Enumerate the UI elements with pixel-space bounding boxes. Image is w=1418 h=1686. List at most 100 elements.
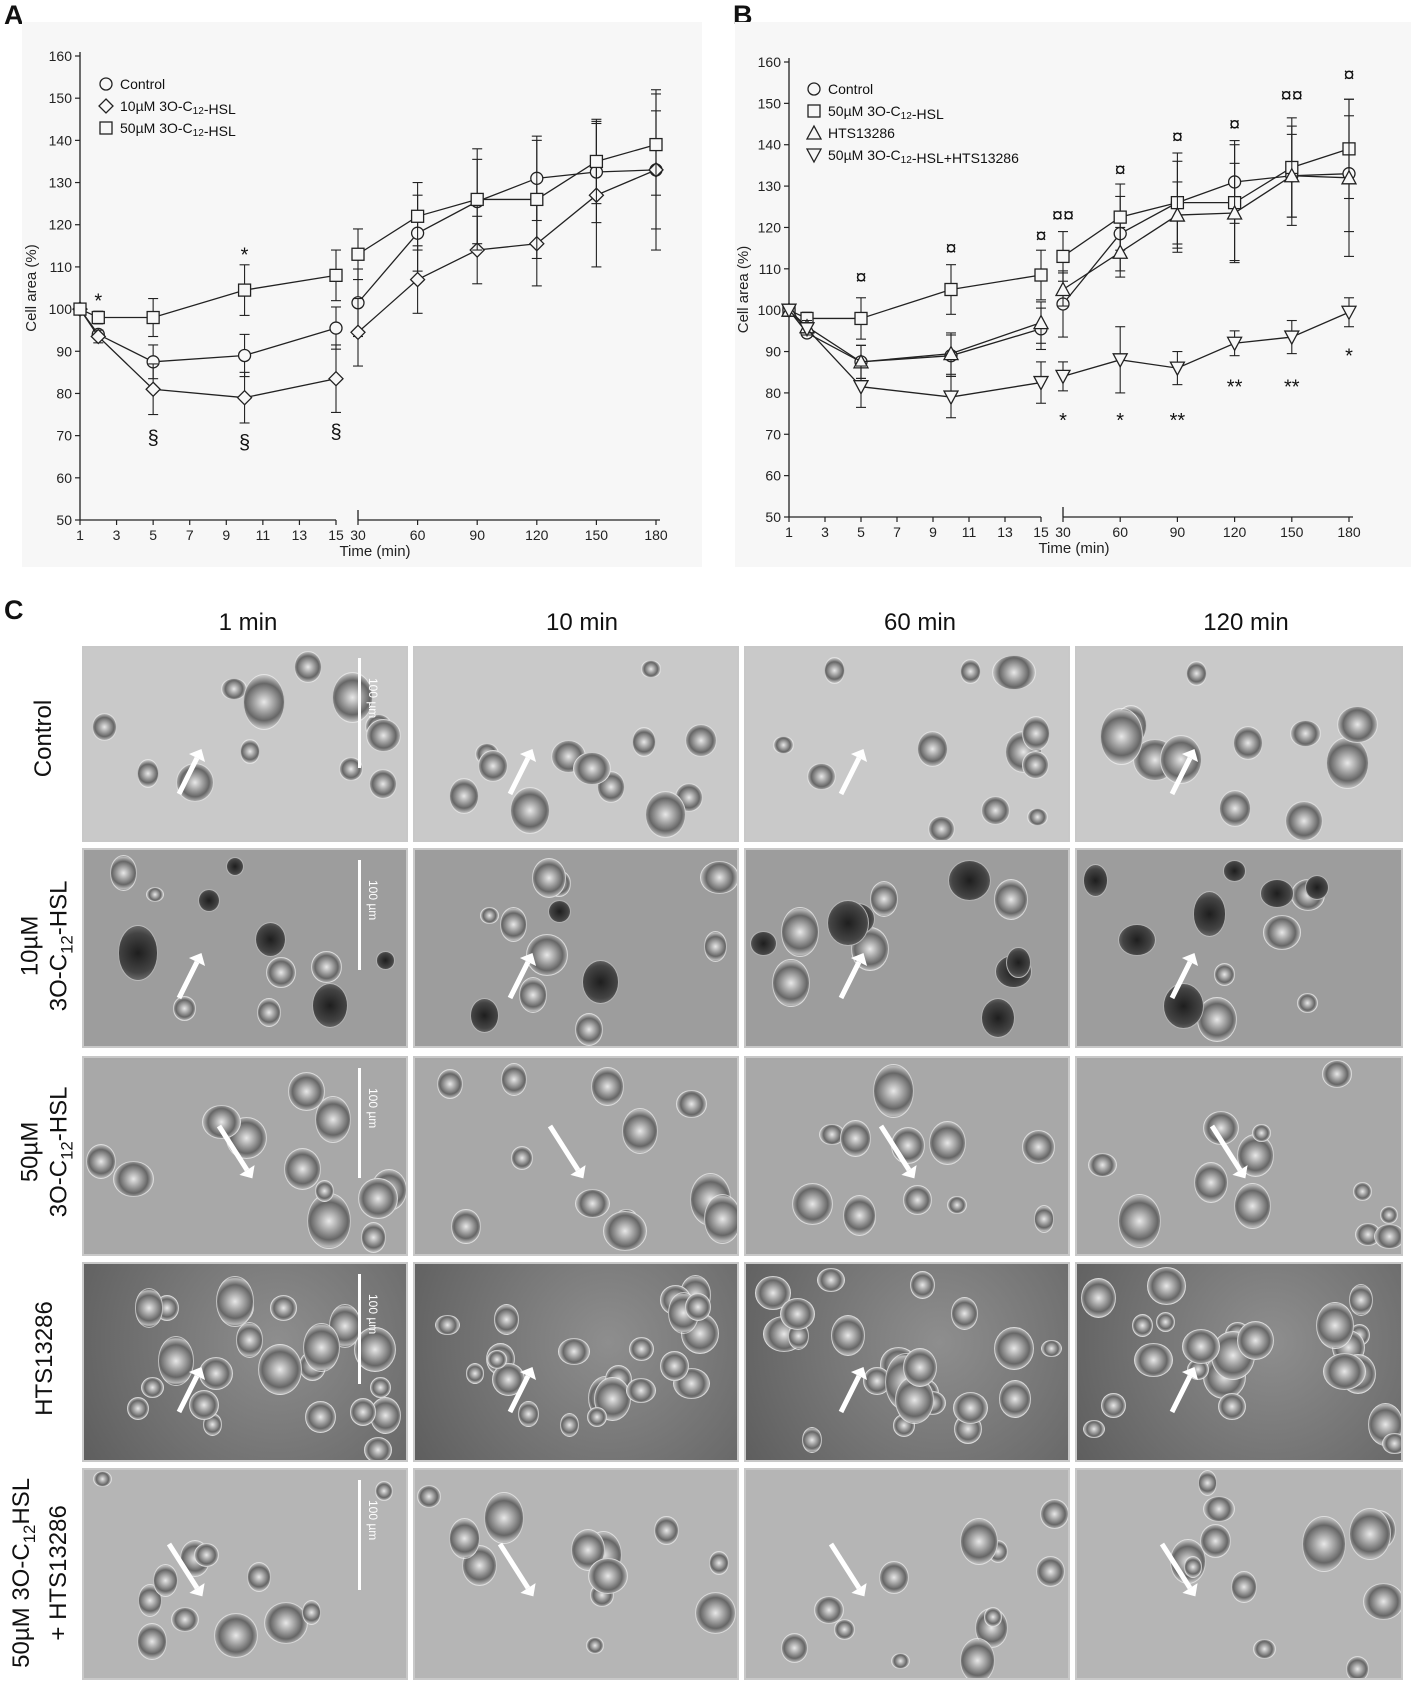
cell [1362, 1583, 1401, 1621]
legend-marker [807, 82, 821, 96]
y-tick-label: 60 [56, 470, 72, 486]
arrow-icon [1169, 1367, 1199, 1414]
cell [772, 958, 810, 1008]
cell [1100, 708, 1143, 765]
cell [1026, 807, 1048, 826]
column-header-10min: 10 min [545, 609, 619, 636]
x-tick-label: 5 [149, 527, 157, 543]
y-tick-label: 80 [56, 385, 72, 401]
cell [654, 1515, 679, 1546]
micrograph-tile [1075, 646, 1403, 842]
legend-marker [98, 98, 114, 114]
x-tick-label: 7 [893, 524, 901, 540]
micrograph-tile [413, 1056, 739, 1256]
cell [526, 934, 568, 976]
cell [631, 726, 656, 758]
cell [1036, 1556, 1066, 1588]
scale-bar-label: 100 µm [366, 1088, 380, 1129]
cell [360, 1222, 387, 1254]
data-point [91, 310, 105, 325]
cell [1345, 1656, 1369, 1678]
y-tick-label: 50 [765, 509, 781, 525]
cell [303, 1322, 340, 1372]
cell [947, 1195, 968, 1215]
cell [1349, 1283, 1374, 1316]
scale-bar-label: 100 µm [366, 1500, 380, 1541]
cell [113, 1161, 154, 1198]
cell [574, 1013, 603, 1046]
scale-bar-label: 100 µm [366, 1294, 380, 1335]
cell [188, 1390, 219, 1421]
cell [910, 1271, 936, 1300]
cell [929, 1120, 966, 1166]
scale-bar-label: 100 µm [366, 880, 380, 921]
y-tick-label: 140 [49, 132, 73, 148]
cell [1118, 1193, 1162, 1249]
significance-mark: ¤¤ [1052, 205, 1074, 227]
cell [1218, 1392, 1247, 1421]
data-point [351, 247, 365, 261]
cell [158, 1336, 195, 1386]
x-tick-label: 9 [222, 527, 230, 543]
x-tick-label: 150 [1280, 524, 1304, 540]
micrograph-tile [744, 646, 1070, 842]
cell [312, 982, 349, 1029]
cell [1185, 661, 1208, 686]
cell [91, 712, 117, 741]
cell [834, 1619, 856, 1640]
arrow-icon [497, 1542, 536, 1597]
cell [1315, 1302, 1354, 1350]
arrow-icon [1209, 1124, 1248, 1179]
data-point [237, 283, 252, 297]
significance-mark: * [241, 244, 249, 266]
data-point [410, 209, 425, 223]
x-tick-label: 180 [644, 527, 668, 543]
cell [903, 1185, 932, 1215]
cell [959, 1518, 998, 1565]
cell [136, 758, 160, 788]
cell [470, 997, 499, 1033]
series-line [788, 309, 1042, 398]
cell [1192, 891, 1227, 938]
data-point [1283, 330, 1300, 346]
cell [1234, 1182, 1271, 1229]
data-point [942, 390, 960, 406]
cell [339, 756, 364, 781]
cell [994, 1327, 1035, 1370]
cell [1021, 715, 1051, 752]
data-point [1169, 361, 1186, 377]
data-point [329, 321, 343, 335]
arrow-icon [1169, 953, 1199, 1000]
significance-mark: ¤ [1172, 126, 1183, 148]
data-point [146, 310, 160, 325]
cell [1223, 860, 1247, 882]
series-line [1062, 148, 1350, 257]
legend-marker [805, 124, 823, 140]
x-tick-label: 90 [469, 527, 485, 543]
arrow-icon [1159, 1542, 1198, 1597]
series-line [79, 274, 337, 319]
y-axis-label: Cell area (%) [23, 244, 40, 332]
cell [878, 1560, 909, 1595]
x-tick-label: 13 [292, 527, 308, 543]
significance-mark: ¤ [855, 267, 866, 289]
x-tick-label: 3 [113, 527, 121, 543]
column-header-60min: 60 min [883, 609, 957, 636]
cell [1349, 1508, 1391, 1561]
cell [257, 1344, 302, 1396]
cell [826, 900, 869, 947]
cell [350, 1397, 377, 1426]
cell [374, 1480, 394, 1502]
cell [992, 655, 1036, 691]
arrow-icon [547, 1124, 586, 1179]
x-tick-label: 3 [821, 524, 829, 540]
micrograph-tile [413, 646, 739, 842]
data-point [1226, 336, 1243, 352]
y-tick-label: 50 [56, 512, 72, 528]
arrow-icon [828, 1542, 867, 1597]
series-line [357, 169, 657, 333]
cell [315, 1095, 352, 1143]
data-point [409, 271, 426, 288]
column-header-120min: 120 min [1203, 609, 1289, 636]
